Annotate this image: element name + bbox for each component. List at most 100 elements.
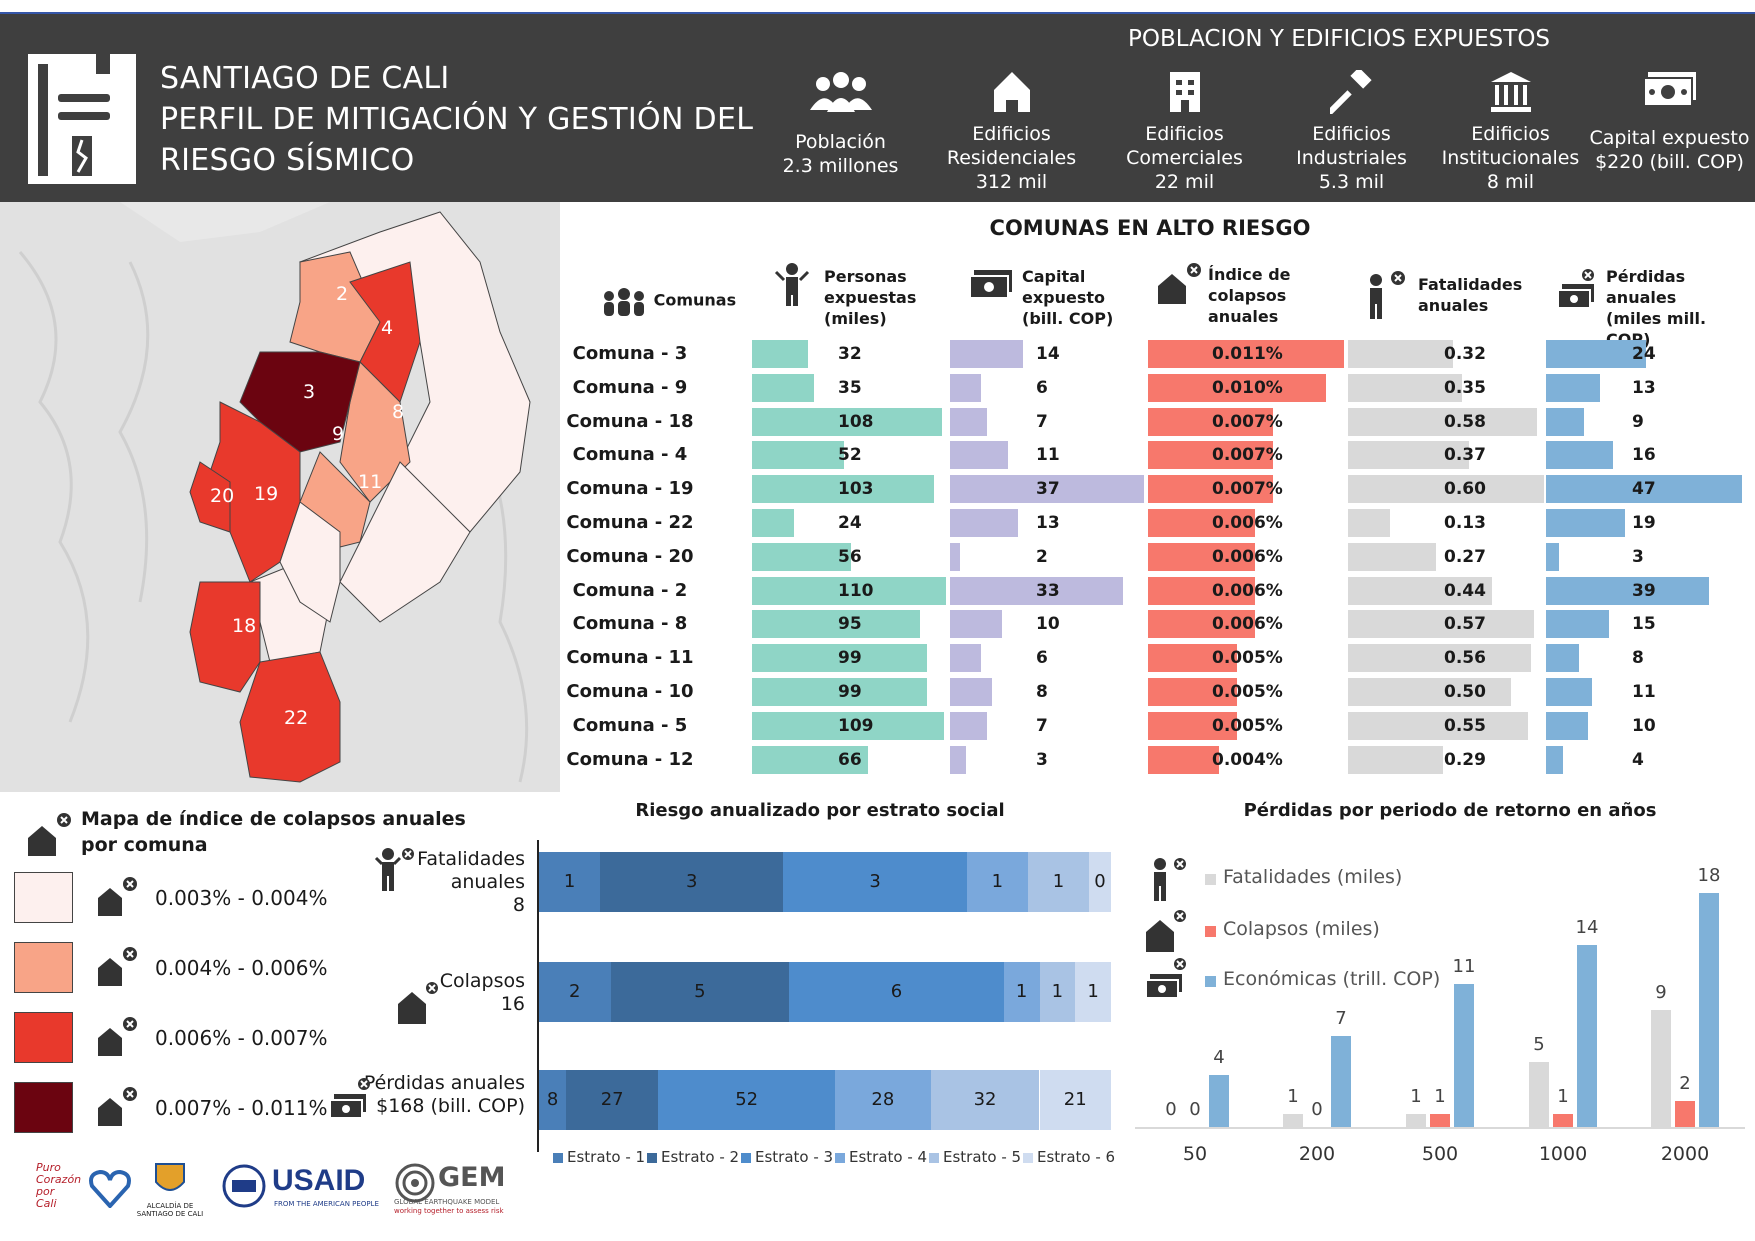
segment-label: 27 [600, 1089, 624, 1110]
segment-label: 21 [1063, 1089, 1087, 1110]
bar-fatalidades [1348, 711, 1528, 740]
value-perdidas: 15 [1632, 614, 1656, 635]
rp-bar [1577, 945, 1597, 1127]
cell-capital: 7 [950, 407, 1144, 436]
cell-fatalidades: 0.56 [1348, 644, 1544, 673]
header-capital: Capital expuesto (bill. COP) [1022, 267, 1114, 328]
rp-bar [1454, 984, 1474, 1127]
value-personas: 32 [838, 344, 862, 364]
rp-legend-label: Fatalidades (miles) [1223, 866, 1403, 888]
map-label: 11 [358, 471, 382, 493]
rp-bar [1209, 1075, 1229, 1127]
money-x-icon [1556, 268, 1598, 316]
bar-capital [950, 711, 987, 740]
rp-value-label: 18 [1697, 865, 1721, 886]
rp-legend-label: Colapsos (miles) [1223, 918, 1380, 940]
rp-legend-swatch [1205, 926, 1216, 937]
value-fatalidades: 0.60 [1444, 479, 1486, 500]
cell-perdidas: 15 [1546, 610, 1742, 639]
rp-bar [1331, 1036, 1351, 1127]
bar-indice [1148, 678, 1238, 706]
bar-indice [1148, 475, 1273, 504]
cell-capital: 13 [950, 509, 1144, 537]
header-fatalidades: Fatalidades anuales [1418, 275, 1523, 315]
row-name: Comuna - 4 [572, 444, 688, 466]
bar-fatalidades [1348, 509, 1391, 537]
cell-fatalidades: 0.32 [1348, 340, 1544, 368]
rp-value-label: 11 [1452, 956, 1476, 977]
value-fatalidades: 0.50 [1444, 682, 1486, 702]
legend-house-x-icon [98, 877, 137, 916]
header-banner: SANTIAGO DE CALI PERFIL DE MITIGACIÓN Y … [0, 12, 1755, 202]
value-indice: 0.005% [1212, 682, 1283, 702]
segment-label: 2 [569, 981, 581, 1002]
segment-label: 1 [1052, 871, 1065, 892]
stack-row-label-line: Colapsos [439, 970, 525, 992]
rp-x-axis [1135, 1127, 1745, 1129]
value-personas: 95 [838, 614, 862, 635]
money-x-icon [1146, 958, 1186, 999]
stack-row-label-line: anuales [450, 871, 525, 893]
money-x-icon [330, 1078, 370, 1119]
bar-indice [1148, 644, 1238, 673]
house-x-icon [1158, 262, 1204, 308]
cell-fatalidades: 0.35 [1348, 373, 1544, 402]
cell-indice: 0.011% [1148, 340, 1344, 368]
rp-value-label: 5 [1533, 1034, 1545, 1055]
bar-capital [950, 373, 982, 402]
bar-perdidas [1546, 678, 1592, 706]
gem-logo: GEM GLOBAL EARTHQUAKE MODEL working toge… [394, 1162, 506, 1215]
stat-capital: Capital expuesto $220 (bill. COP) [1582, 70, 1755, 174]
value-perdidas: 47 [1632, 479, 1656, 500]
bar-personas [752, 576, 946, 605]
rp-value-label: 0 [1311, 1099, 1323, 1120]
value-perdidas: 9 [1632, 411, 1644, 432]
segment-label: 6 [890, 981, 903, 1002]
bar-personas [752, 407, 943, 436]
bar-personas [752, 678, 927, 706]
legend-swatch [14, 1012, 73, 1063]
value-perdidas: 39 [1632, 580, 1656, 601]
cell-fatalidades: 0.27 [1348, 542, 1544, 571]
stack-segment: 28 [835, 1070, 931, 1130]
value-personas: 110 [838, 580, 874, 601]
stack-segment: 1 [1003, 962, 1040, 1022]
value-indice: 0.011% [1212, 344, 1283, 364]
cell-capital: 2 [950, 542, 1144, 571]
bar-personas [752, 475, 934, 504]
rp-value-label: 1 [1434, 1086, 1446, 1107]
cell-perdidas: 10 [1546, 711, 1742, 740]
row-name: Comuna - 12 [566, 748, 694, 770]
row-name: Comuna - 8 [572, 613, 688, 635]
stack-segment: 8 [539, 1070, 567, 1130]
legend-swatch [14, 872, 73, 923]
rp-value-label: 9 [1655, 982, 1667, 1003]
legend-swatch [14, 1082, 73, 1133]
stack-segment: 3 [600, 852, 784, 912]
value-indice: 0.006% [1212, 614, 1283, 635]
cell-personas: 56 [752, 542, 946, 571]
map-label: 9 [332, 423, 344, 445]
cell-indice: 0.006% [1148, 542, 1344, 571]
rp-bar [1430, 1114, 1450, 1127]
value-capital: 33 [1036, 580, 1060, 601]
value-personas: 103 [838, 479, 874, 500]
bar-indice [1148, 610, 1255, 639]
value-indice: 0.010% [1212, 377, 1283, 398]
group-icon [604, 288, 644, 316]
cell-fatalidades: 0.37 [1348, 441, 1544, 470]
row-name: Comuna - 9 [572, 376, 688, 398]
bar-fatalidades [1348, 542, 1437, 571]
person-x-icon [374, 848, 414, 891]
cali-logo: Puro Corazón por Cali [36, 1162, 136, 1218]
bar-capital [950, 576, 1124, 605]
cell-perdidas: 19 [1546, 509, 1742, 537]
cell-capital: 33 [950, 576, 1144, 605]
cell-personas: 109 [752, 711, 946, 740]
bar-capital [950, 745, 966, 774]
cell-capital: 14 [950, 340, 1144, 368]
cell-indice: 0.005% [1148, 644, 1344, 673]
stack-segment: 6 [789, 962, 1004, 1022]
cell-perdidas: 47 [1546, 475, 1742, 504]
usaid-logo: USAID FROM THE AMERICAN PEOPLE [222, 1164, 382, 1214]
